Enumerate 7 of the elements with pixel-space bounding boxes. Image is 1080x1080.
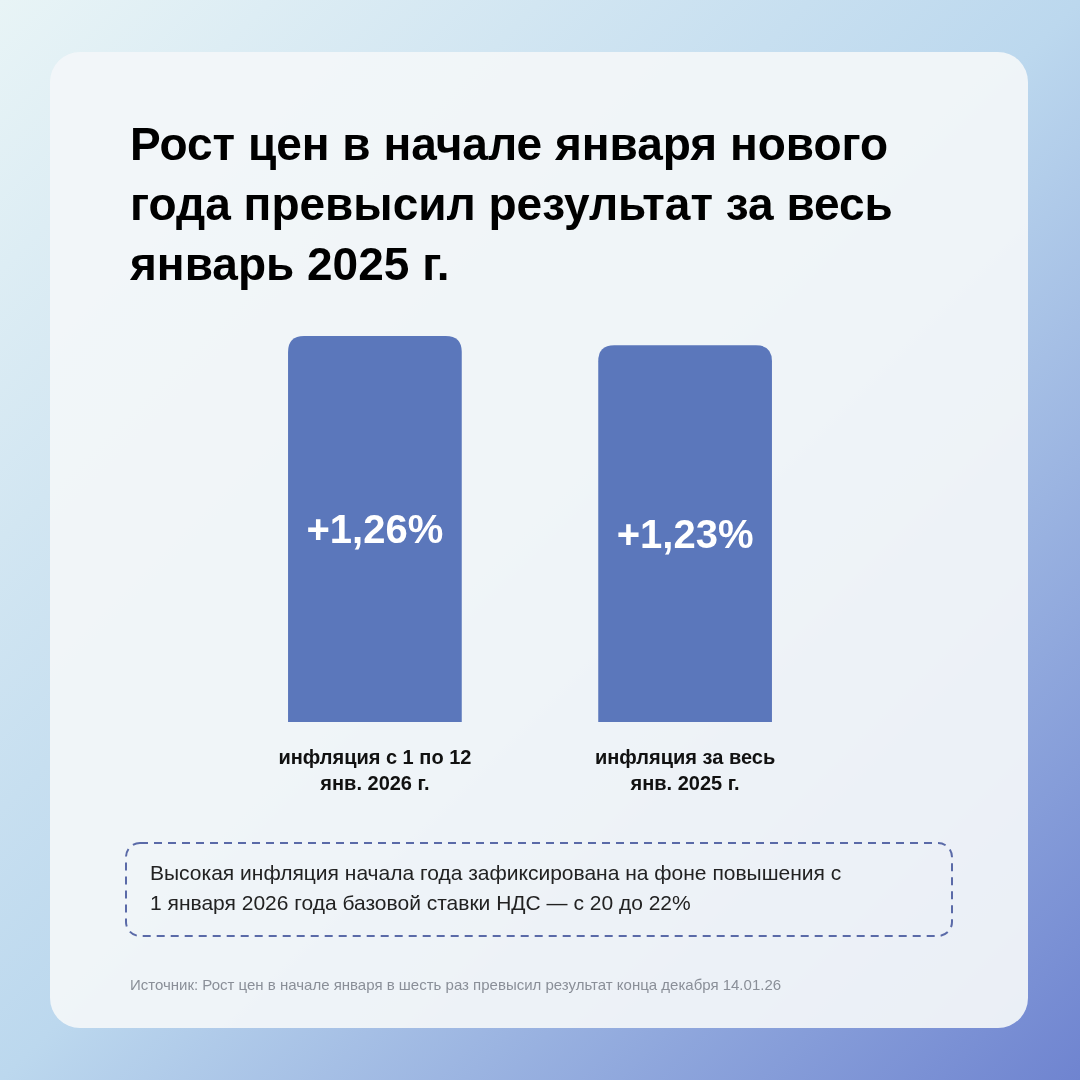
x-tick-label: инфляция с 1 по 12 янв. 2026 г. [278, 746, 472, 794]
data-label: +1,23% [616, 511, 754, 556]
text: Высокая инфляция начала года зафиксирована на фоне повышения с 1 января 2026 года базовой ставки НДС — с 20 до 22% [150, 861, 842, 914]
text: Источник: Рост цен в начале января в шесть раз превысил результат конца декабря 14.01.26 [130, 976, 782, 993]
x-tick-label: инфляция за весь янв. 2025 г. [594, 746, 776, 794]
chart-title: Рост цен в начале января нового года превысил результат за весь январь 2025 г. [129, 118, 893, 290]
data-label: +1,26% [306, 507, 444, 551]
